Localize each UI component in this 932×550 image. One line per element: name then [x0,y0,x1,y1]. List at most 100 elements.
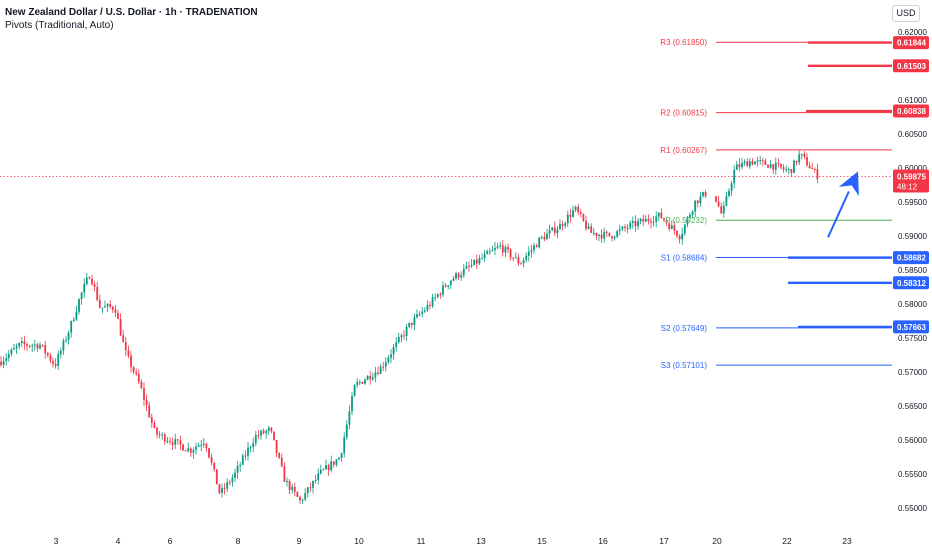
candle [239,461,242,472]
candle [150,413,153,428]
candle [395,337,398,352]
candle-body [741,162,743,168]
candle [306,486,309,498]
price-tag[interactable]: 0.58682 [893,251,929,265]
current-price-value: 0.59875 [897,173,926,182]
price-tag[interactable]: 0.58312 [893,276,929,290]
y-tick-label: 0.58500 [898,266,927,275]
candle-body [499,245,502,247]
candle [46,352,49,358]
x-tick-label: 3 [54,536,59,546]
candle [681,227,684,245]
candle-body [179,440,182,445]
candle-body [124,342,127,351]
candle-body [800,153,803,155]
candle [780,163,782,170]
currency-button[interactable]: USD [892,5,920,22]
candle [608,232,611,237]
candle-body [33,344,36,346]
price-tag[interactable]: 0.61844 [893,36,929,50]
price-tag-text: 0.58682 [897,254,926,263]
candle [429,301,431,310]
indicator-label[interactable]: Pivots (Traditional, Auto) [5,20,114,31]
candle-body [629,222,632,228]
candle-body [501,245,504,253]
candle [210,453,213,466]
candle-body [460,275,463,278]
candle [377,366,379,376]
candle [816,163,819,184]
x-tick-label: 20 [712,536,722,546]
candle [735,161,738,170]
candle [546,228,548,240]
candle-body [267,427,270,431]
candle [631,216,634,229]
candle-body [660,212,663,219]
price-tag[interactable]: 0.61503 [893,59,929,73]
candle-body [673,225,676,231]
candle-body [717,201,720,207]
price-tag[interactable]: 0.60838 [893,104,929,118]
candle-body [283,466,286,482]
candle [358,379,361,386]
price-axis[interactable]: 0.620000.615000.610000.605000.600000.595… [898,28,927,513]
candle-body [808,165,811,169]
candle-body [423,310,426,312]
candle [652,215,655,227]
candle [689,212,691,219]
candle [457,272,460,281]
candle [117,309,119,320]
candle-body [769,164,772,168]
candle [275,439,278,458]
candle-body [634,220,637,227]
candle [72,317,75,322]
candle [668,220,671,232]
candle [522,257,525,268]
candle-body [611,236,613,239]
candle-body [127,350,130,356]
candle-body [767,164,769,168]
candle-body [280,457,283,467]
candle [96,281,99,302]
y-tick-label: 0.56500 [898,402,927,411]
candle-body [2,361,5,366]
candle-body [7,353,10,358]
candle [2,356,5,369]
candle-body [171,442,174,445]
price-tag[interactable]: 0.57663 [893,320,929,334]
candle-body [205,443,208,449]
candle [213,462,216,472]
candle [559,219,561,230]
candle-body [590,226,593,233]
candle [26,342,28,351]
candle-body [678,235,681,240]
candle [618,224,621,236]
symbol-title[interactable]: New Zealand Dollar / U.S. Dollar · 1h · … [5,7,258,18]
candle [202,437,205,448]
candle-body [439,294,442,296]
candle [187,442,190,453]
candle-body [140,381,143,389]
candle [31,343,34,352]
candle-body [260,430,262,436]
candle-body [358,381,361,383]
candle-body [39,344,41,349]
candle-body [413,317,416,326]
candle [436,293,439,299]
candle [254,430,257,447]
pivot-label: P (0.59232) [665,216,707,225]
time-axis[interactable]: 3 4 6 8 9 10 11 13 15 16 17 20 22 23 [54,536,852,546]
candle [790,168,793,178]
candle-body [195,446,197,450]
candle [382,361,385,372]
candle-body [104,306,106,308]
candle-body [777,162,780,164]
x-tick-label: 15 [537,536,547,546]
candle-body [605,231,608,233]
candle [725,191,728,207]
candle [18,342,21,350]
candle [88,276,91,280]
candle [309,482,312,492]
